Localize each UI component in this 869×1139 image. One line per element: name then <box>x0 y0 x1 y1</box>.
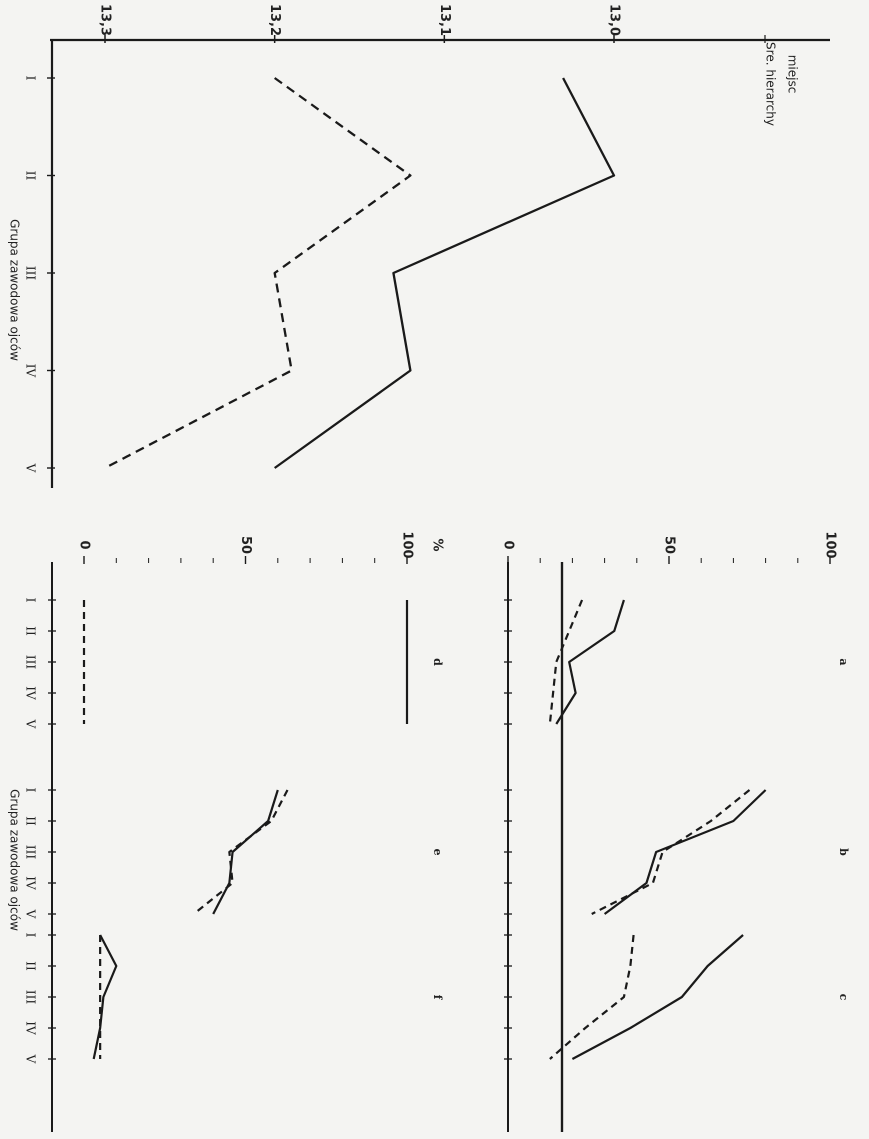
top-value-tick-label: 13,0 <box>607 4 622 36</box>
panel-e-category-label: I <box>24 788 38 793</box>
panel-f-category-label: I <box>24 933 38 938</box>
panel-f-category-label: IV <box>24 1021 38 1035</box>
panel-e-category-label: V <box>24 909 38 919</box>
panel-row-0-value-tick-label: 0 <box>501 540 516 549</box>
panel-d-category-label: V <box>24 719 38 729</box>
panel-e-category-label: II <box>24 816 38 826</box>
top-series-solid-line <box>273 77 616 469</box>
panel-f-solid-line <box>92 934 118 1060</box>
top-value-tick-label: 13,2 <box>267 4 282 36</box>
top-category-label: IV <box>24 364 38 378</box>
top-axis-note: Sre. hierarchy <box>764 42 778 126</box>
panel-f-category-label: II <box>24 961 38 971</box>
top-category-label: II <box>24 171 38 181</box>
top-axis-note-2: miejsc <box>786 55 800 94</box>
panel-e-category-label: IV <box>24 876 38 890</box>
panel-a-letter: a <box>837 658 850 665</box>
top-category-axis-title: Grupa zawodowa ojców <box>8 219 22 361</box>
panel-d-category-label: I <box>24 598 38 603</box>
panel-row-0-value-tick-label: 100 <box>823 531 838 558</box>
panel-d-category-label: II <box>24 626 38 636</box>
panel-row-1-value-tick-label: 0 <box>77 540 92 549</box>
percent-label: % <box>430 538 445 551</box>
panel-a-solid-line <box>555 599 625 725</box>
panel-c-letter: c <box>837 994 850 1001</box>
panel-b-solid-line <box>603 789 767 915</box>
panel-e-letter: e <box>431 849 444 856</box>
panel-c-dashed-line <box>549 934 635 1060</box>
panel-e-solid-line <box>212 789 279 915</box>
panel-row-0-value-tick-label: 50 <box>662 536 677 554</box>
top-series-dashed-line <box>104 77 412 470</box>
panel-c-solid-line <box>571 934 744 1060</box>
panel-d-category-label: III <box>24 655 38 669</box>
panel-row-1-value-tick-label: 100 <box>400 531 415 558</box>
panel-b-dashed-line <box>591 789 751 915</box>
panel-d-category-label: IV <box>24 686 38 700</box>
top-value-tick-label: 13,3 <box>98 4 113 36</box>
panel-e-category-label: III <box>24 845 38 859</box>
panel-f-category-label: V <box>24 1054 38 1064</box>
bottom-category-axis-title: Grupa zawodowa ojców <box>8 789 22 931</box>
top-value-tick-label: 13,1 <box>437 4 452 36</box>
top-category-label: III <box>24 266 38 280</box>
panel-e-dashed-line <box>193 789 289 915</box>
panel-f-letter: f <box>431 995 444 1001</box>
panel-d-letter: d <box>431 658 444 666</box>
top-category-label: V <box>24 463 38 473</box>
panel-row-1-value-tick-label: 50 <box>238 536 253 554</box>
panel-b-letter: b <box>837 848 850 856</box>
top-category-label: I <box>24 76 38 81</box>
panel-a-dashed-line <box>548 599 584 725</box>
panel-f-category-label: III <box>24 990 38 1004</box>
